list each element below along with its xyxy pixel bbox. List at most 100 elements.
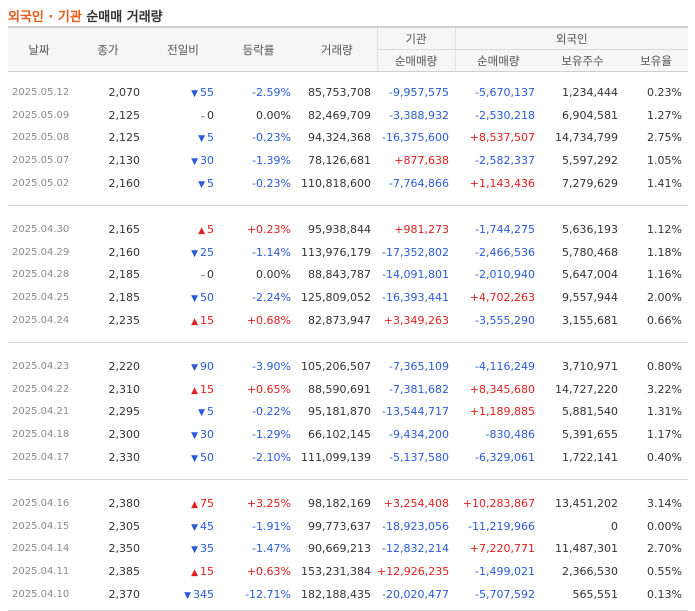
volume-cell: 90,669,213 <box>308 542 371 556</box>
foreign-holdings-cell: 5,780,468 <box>562 245 618 259</box>
date-cell: 2025.04.11 <box>12 566 70 578</box>
change-value: 15 <box>200 565 214 579</box>
rate-cell: +0.65% <box>246 382 291 396</box>
volume-cell: 110,818,600 <box>301 177 371 191</box>
header-close: 종가 <box>70 26 146 72</box>
change-cell: ▲ 15 <box>146 560 220 583</box>
down-arrow-icon: ▼ <box>191 248 198 259</box>
volume-cell: 88,590,691 <box>308 382 371 396</box>
foreign-ratio-cell: 0.13% <box>647 588 682 602</box>
table-row: 2025.04.14 2,350 ▼ 35 -1.47% 90,669,213 -12,83… <box>8 538 688 561</box>
foreign-holdings-cell: 13,451,202 <box>555 496 618 510</box>
table-row: 2025.05.12 2,070 ▼ 55 -2.59% 85,753,708 -9,957… <box>8 81 688 104</box>
volume-cell: 82,469,709 <box>308 108 371 122</box>
header-institution-group: 기관 <box>376 26 455 50</box>
change-cell: ▼ 50 <box>146 446 220 469</box>
header-volume: 거래량 <box>297 26 377 72</box>
date-cell: 2025.04.16 <box>12 497 70 509</box>
foreign-net-cell: -6,329,061 <box>475 451 535 465</box>
foreign-net-cell: +1,189,885 <box>469 405 535 419</box>
foreign-ratio-cell: 1.18% <box>647 245 682 259</box>
table-row: 2025.04.16 2,380 ▲ 75 +3.25% 98,182,169 +3,254… <box>8 492 688 515</box>
change-value: 50 <box>200 291 214 305</box>
up-arrow-icon: ▲ <box>191 385 198 396</box>
foreign-holdings-cell: 9,557,944 <box>562 291 618 305</box>
foreign-net-cell: +7,220,771 <box>469 542 535 556</box>
table-row: 2025.04.24 2,235 ▲ 15 +0.68% 82,873,947 +3,349… <box>8 309 688 332</box>
institution-net-cell: -18,923,056 <box>382 519 449 533</box>
flat-dash-icon: – <box>200 111 206 122</box>
up-arrow-icon: ▲ <box>191 499 198 510</box>
foreign-net-cell: +8,345,680 <box>469 382 535 396</box>
foreign-ratio-cell: 1.27% <box>647 108 682 122</box>
header-foreign-ratio: 보유율 <box>624 49 688 72</box>
table-row: 2025.05.02 2,160 ▼ 5 -0.23% 110,818,600 -7,764… <box>8 172 688 195</box>
change-cell: ▼ 5 <box>146 172 220 195</box>
institution-net-cell: -16,393,441 <box>382 291 449 305</box>
institution-net-cell: +981,273 <box>394 222 449 236</box>
close-cell: 2,185 <box>108 291 141 305</box>
down-arrow-icon: ▼ <box>198 180 205 191</box>
institution-net-cell: -3,388,932 <box>389 108 449 122</box>
institution-net-cell: -12,832,214 <box>382 542 449 556</box>
down-arrow-icon: ▼ <box>191 157 198 168</box>
close-cell: 2,070 <box>108 85 141 99</box>
close-cell: 2,330 <box>108 451 141 465</box>
foreign-ratio-cell: 0.80% <box>647 359 682 373</box>
change-cell: ▼ 50 <box>146 286 220 309</box>
down-arrow-icon: ▼ <box>191 522 198 533</box>
foreign-net-cell: -1,499,021 <box>475 565 535 579</box>
rate-cell: -2.59% <box>252 85 291 99</box>
change-value: 5 <box>207 405 214 419</box>
foreign-net-cell: +8,537,507 <box>469 131 535 145</box>
header-rate: 등락률 <box>220 26 297 72</box>
date-cell: 2025.05.02 <box>12 178 70 190</box>
header-date: 날짜 <box>8 26 70 72</box>
date-cell: 2025.05.09 <box>12 109 70 121</box>
table-row: 2025.05.08 2,125 ▼ 5 -0.23% 94,324,368 -16,375… <box>8 127 688 150</box>
rate-cell: -12.71% <box>245 588 291 602</box>
foreign-net-cell: -1,744,275 <box>475 222 535 236</box>
close-cell: 2,160 <box>108 177 141 191</box>
foreign-ratio-cell: 0.55% <box>647 565 682 579</box>
change-cell: ▼ 25 <box>146 241 220 264</box>
foreign-ratio-cell: 0.00% <box>647 519 682 533</box>
foreign-holdings-cell: 0 <box>611 519 618 533</box>
change-cell: ▼ 5 <box>146 127 220 150</box>
change-value: 0 <box>207 268 214 282</box>
close-cell: 2,125 <box>108 131 141 145</box>
institution-net-cell: -17,352,802 <box>382 245 449 259</box>
table-row: 2025.04.17 2,330 ▼ 50 -2.10% 111,099,139 -5,13… <box>8 446 688 469</box>
table-row: 2025.04.29 2,160 ▼ 25 -1.14% 113,976,179 -17,3… <box>8 241 688 264</box>
header-foreign-group: 외국인 <box>454 26 688 50</box>
down-arrow-icon: ▼ <box>198 134 205 145</box>
table-row: 2025.04.15 2,305 ▼ 45 -1.91% 99,773,637 -18,92… <box>8 515 688 538</box>
flat-dash-icon: – <box>200 271 206 282</box>
close-cell: 2,300 <box>108 428 141 442</box>
header-change: 전일비 <box>146 26 220 72</box>
date-cell: 2025.04.14 <box>12 543 70 555</box>
foreign-holdings-cell: 5,647,004 <box>562 268 618 282</box>
change-cell: ▲ 15 <box>146 309 220 332</box>
rate-cell: +0.63% <box>246 565 291 579</box>
title-rest: 순매매 거래량 <box>86 10 163 25</box>
change-value: 90 <box>200 359 214 373</box>
close-cell: 2,350 <box>108 542 141 556</box>
down-arrow-icon: ▼ <box>191 454 198 465</box>
volume-cell: 98,182,169 <box>308 496 371 510</box>
rate-cell: +3.25% <box>246 496 291 510</box>
institution-net-cell: +877,638 <box>394 154 449 168</box>
date-cell: 2025.04.25 <box>12 292 70 304</box>
change-cell: ▼ 5 <box>146 401 220 424</box>
volume-cell: 125,809,052 <box>301 291 371 305</box>
rate-cell: -1.39% <box>252 154 291 168</box>
rate-cell: -2.24% <box>252 291 291 305</box>
foreign-net-cell: -2,010,940 <box>475 268 535 282</box>
close-cell: 2,220 <box>108 359 141 373</box>
down-arrow-icon: ▼ <box>191 545 198 556</box>
rate-cell: 0.00% <box>256 108 291 122</box>
close-cell: 2,370 <box>108 588 141 602</box>
date-cell: 2025.04.18 <box>12 429 70 441</box>
institution-net-cell: -9,957,575 <box>389 85 449 99</box>
change-value: 30 <box>200 428 214 442</box>
